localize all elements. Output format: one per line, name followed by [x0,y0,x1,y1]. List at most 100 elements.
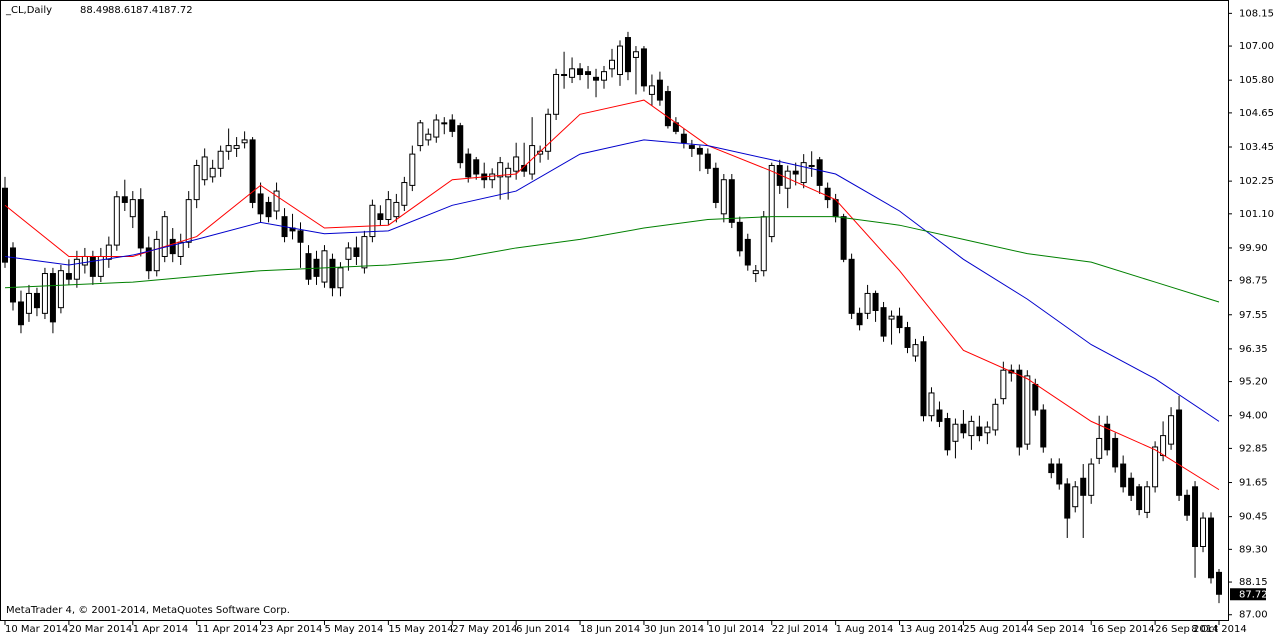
candle-body [1064,483,1071,519]
candle-body [824,187,831,201]
candle-body [457,125,464,164]
candle-body [1128,477,1135,496]
candle-body [417,122,424,147]
candle-body [225,145,232,152]
x-tick-label: 15 May 2014 [388,624,453,635]
y-tick-label: 99.90 [1239,243,1268,254]
candle-body [880,307,887,337]
candle-body [976,426,983,437]
candle-body [1032,383,1039,411]
candle-body [17,301,24,326]
candle-body [664,91,671,127]
candle-body [1072,486,1079,508]
candle-body [33,292,40,309]
price-label: 87.72 [1239,589,1268,600]
x-tick-label: 22 Jul 2014 [772,624,829,635]
candle-body [728,179,735,223]
x-tick-label: 6 Jun 2014 [516,624,570,635]
y-tick-label: 104.65 [1239,108,1274,119]
candle-body [41,273,48,314]
candle-body [513,156,520,172]
candle-body [321,250,328,283]
x-tick-label: 13 Aug 2014 [900,624,964,635]
x-tick-label: 10 Mar 2014 [5,624,68,635]
candle-body [401,182,408,206]
x-tick-label: 30 Jun 2014 [644,624,704,635]
candle-body [696,147,703,155]
y-tick-label: 92.85 [1239,443,1268,454]
candle-body [345,247,352,260]
candle-body [121,196,128,203]
y-tick-label: 108.15 [1239,8,1274,19]
candle-body [9,247,16,303]
candle-body [760,216,767,272]
y-tick-label: 97.55 [1239,310,1268,321]
candle-body [632,51,639,58]
x-tick-label: 27 May 2014 [452,624,517,635]
candle-body [609,59,615,70]
candle-body [1208,517,1215,579]
x-tick-label: 11 Apr 2014 [197,624,259,635]
candle-body [1088,463,1095,496]
y-tick-label: 98.75 [1239,276,1268,287]
candle-body [377,213,384,221]
candle-body [497,162,504,178]
y-tick-label: 96.35 [1239,344,1268,355]
candle-body [529,145,536,175]
candle-body [744,238,751,266]
candle-body [465,153,472,178]
x-tick-label: 26 Sep 2014 [1155,624,1218,635]
candle-body [768,164,775,238]
y-tick-label: 87.00 [1239,610,1268,621]
candle-body [1120,463,1127,488]
x-tick-label: 18 Jun 2014 [580,624,640,635]
y-tick-label: 88.15 [1239,577,1268,588]
x-tick-label: 1 Aug 2014 [836,624,894,635]
price-marker [1230,588,1266,601]
footer: MetaTrader 4, © 2001-2014, MetaQuotes So… [6,605,290,616]
candle-body [209,167,216,178]
candle-body [864,292,871,314]
candle-body [952,423,959,442]
moving-average [4,99,1220,491]
candle-body [1024,375,1031,445]
candle-body [185,199,192,243]
candle-body [585,71,592,75]
x-tick-label: 8 Oct 2014 [1191,624,1246,635]
candle-body [433,119,440,138]
candle-body [992,403,999,431]
candle-body [1152,446,1159,488]
candle-body [73,258,80,280]
candle-body [489,173,496,181]
candle-body [872,292,879,312]
candle-body [177,241,184,257]
candle-body [1016,369,1023,448]
candle-body [385,199,392,221]
candle-body [105,244,112,260]
candle-body [1000,369,1007,400]
chart-header: _CL,Daily 88.49 88.61 87.41 87.72 [5,5,193,16]
x-tick-label: 23 Apr 2014 [261,624,323,635]
candle-body [736,221,743,252]
candle-body [1096,437,1103,459]
candle-body [593,76,600,81]
y-tick-label: 90.45 [1239,512,1268,523]
candle-body [1200,517,1207,548]
candle-body [49,273,56,323]
candle-body [720,179,727,215]
candle-body [816,159,823,186]
candle-body [369,204,376,238]
candle-body [201,156,208,181]
candle-body [353,247,360,257]
candle-body [1040,409,1047,448]
candle-body [712,167,719,203]
y-tick-label: 95.20 [1239,377,1268,388]
candle-body [161,216,168,257]
candle-body [249,139,256,203]
candle-body [217,150,224,169]
x-tick-label: 16 Sep 2014 [1091,624,1154,635]
candle-body [257,193,264,215]
candle-body [297,230,304,243]
candle-body [656,79,663,101]
